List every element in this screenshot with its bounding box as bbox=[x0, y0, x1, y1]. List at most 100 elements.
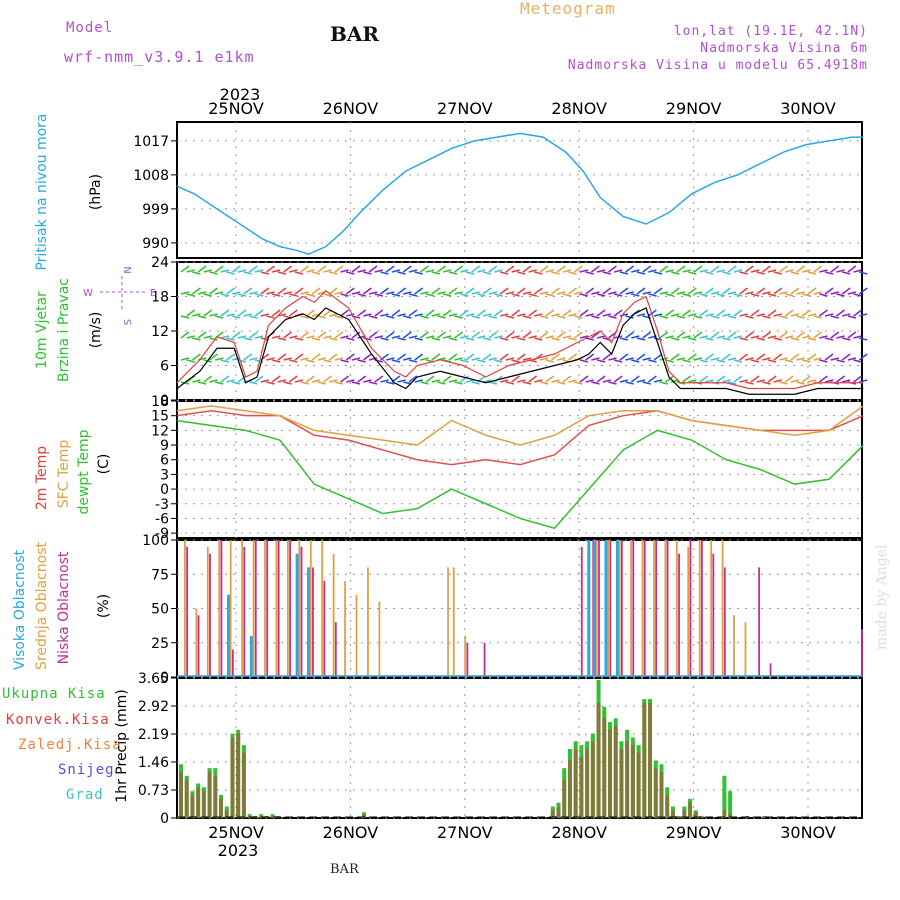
wind-barb bbox=[289, 359, 298, 363]
wind-barb bbox=[824, 353, 834, 361]
wind-barb bbox=[859, 271, 868, 275]
wind-barb bbox=[591, 357, 600, 361]
wind-barb bbox=[824, 287, 834, 295]
wind-barb bbox=[220, 309, 230, 317]
wind-barb bbox=[807, 379, 817, 383]
wind-barb bbox=[682, 293, 691, 297]
ytick-label: 6 bbox=[160, 359, 169, 375]
wind-barb bbox=[591, 315, 600, 319]
wind-barb bbox=[334, 381, 344, 385]
wind-barb bbox=[248, 331, 258, 339]
wind-barb bbox=[585, 337, 594, 341]
wind-barb bbox=[340, 335, 349, 339]
wind-barb bbox=[836, 375, 845, 383]
wind-barb bbox=[226, 287, 236, 295]
wind-barb bbox=[704, 287, 714, 295]
wind-barb bbox=[562, 293, 572, 297]
wind-barb bbox=[562, 309, 572, 317]
precip-conv-bar bbox=[579, 756, 584, 818]
wind-barb bbox=[346, 337, 355, 341]
wind-barb bbox=[659, 291, 668, 295]
ytick-label: 3.65 bbox=[138, 671, 169, 687]
wind-barb bbox=[471, 265, 481, 273]
precip-total-bar bbox=[259, 814, 264, 818]
wind-barb bbox=[636, 271, 646, 275]
wind-barb bbox=[733, 359, 743, 363]
wind-barb bbox=[619, 313, 629, 317]
wind-barb bbox=[180, 331, 190, 339]
wind-barb bbox=[716, 335, 725, 339]
ytick-label: 1017 bbox=[133, 134, 169, 150]
location-label: lon,lat (19.1E, 42.1N) bbox=[673, 24, 868, 39]
wind-barb bbox=[568, 353, 578, 361]
wind-barb bbox=[705, 379, 714, 383]
wind-barb bbox=[232, 315, 241, 319]
precip-conv-bar bbox=[585, 748, 590, 818]
wind-barb bbox=[676, 357, 686, 361]
ytick-label: 9 bbox=[160, 438, 169, 454]
wind-barb bbox=[402, 265, 412, 273]
top-day-label: 29NOV bbox=[666, 99, 722, 118]
wind-barb bbox=[608, 357, 617, 361]
wind-barb bbox=[727, 265, 737, 273]
wind-barb bbox=[568, 287, 578, 295]
wind-barb bbox=[215, 381, 224, 385]
wind-barb bbox=[847, 315, 857, 319]
wind-barb bbox=[289, 335, 298, 339]
wind-barb bbox=[750, 359, 760, 363]
wind-barb bbox=[762, 315, 771, 319]
wind-barb bbox=[750, 375, 760, 383]
wind-barb bbox=[420, 381, 429, 385]
y-axis-title: (C) bbox=[96, 454, 112, 475]
precip-conv-bar bbox=[648, 702, 653, 818]
wind-barb bbox=[266, 381, 275, 385]
wind-barb bbox=[665, 293, 674, 297]
wind-barb bbox=[688, 271, 697, 275]
wind-barb bbox=[596, 309, 606, 317]
wind-barb bbox=[317, 381, 326, 385]
wind-barb bbox=[802, 359, 811, 363]
precip-conv-bar bbox=[573, 748, 578, 818]
wind-barb bbox=[471, 381, 480, 385]
wind-barb bbox=[710, 331, 720, 339]
wind-barb bbox=[454, 291, 463, 295]
wind-barb bbox=[248, 265, 258, 273]
wind-barb bbox=[682, 269, 691, 273]
precip-conv-bar bbox=[207, 771, 212, 818]
wind-barb bbox=[197, 331, 207, 339]
wind-barb bbox=[317, 265, 327, 273]
wind-barb bbox=[534, 313, 543, 317]
wind-barb bbox=[779, 381, 788, 385]
wind-barb bbox=[750, 335, 760, 339]
wind-barb bbox=[180, 357, 190, 361]
wind-barb bbox=[351, 331, 361, 339]
wind-barb bbox=[619, 287, 629, 295]
wind-barb bbox=[237, 269, 247, 273]
precip-conv-bar bbox=[722, 810, 727, 818]
wind-barb bbox=[431, 287, 441, 295]
wind-barb bbox=[232, 291, 241, 295]
bottom-year-label: 2023 bbox=[218, 841, 259, 860]
y-axis-title: (%) bbox=[96, 594, 112, 618]
ytick-label: 100 bbox=[142, 533, 169, 549]
wind-barb bbox=[272, 293, 281, 297]
wind-barb bbox=[397, 313, 406, 317]
wind-barb bbox=[420, 291, 429, 295]
wind-barb bbox=[271, 375, 281, 383]
wind-barb bbox=[779, 291, 788, 295]
wind-barb bbox=[220, 375, 230, 383]
wind-barb bbox=[619, 337, 629, 341]
wind-barb bbox=[539, 315, 549, 319]
wind-barb bbox=[842, 313, 851, 317]
wind-barb bbox=[807, 353, 817, 361]
wind-barb bbox=[750, 309, 760, 317]
wind-barb bbox=[568, 313, 577, 317]
wind-barb bbox=[448, 379, 458, 383]
legend-grad: Grad bbox=[66, 787, 104, 803]
wind-barb bbox=[676, 291, 686, 295]
wind-barb bbox=[636, 353, 646, 361]
wind-barb bbox=[693, 265, 703, 273]
wind-barb bbox=[522, 381, 532, 385]
wind-barb bbox=[574, 291, 583, 295]
wind-barb bbox=[397, 379, 406, 383]
